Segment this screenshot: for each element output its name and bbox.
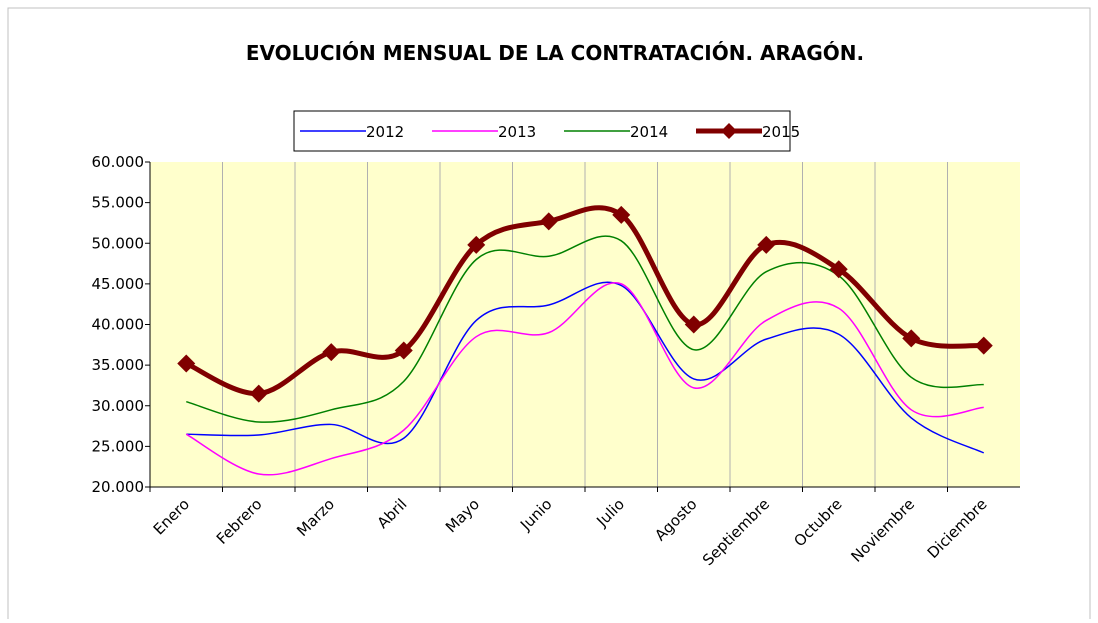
series-marker xyxy=(249,384,268,403)
y-tick-label: 60.000 xyxy=(92,153,145,171)
chart-title: EVOLUCIÓN MENSUAL DE LA CONTRATACIÓN. AR… xyxy=(246,41,864,65)
series-marker xyxy=(322,343,341,362)
x-tick-label: Noviembre xyxy=(847,495,918,566)
y-tick-label: 50.000 xyxy=(92,234,145,252)
series-marker xyxy=(974,336,993,355)
chart-border xyxy=(7,7,1091,619)
x-tick-label: Mayo xyxy=(442,495,483,536)
y-tick-label: 20.000 xyxy=(92,478,145,496)
series-marker xyxy=(757,235,776,254)
y-tick-label: 45.000 xyxy=(92,275,145,293)
x-tick-label: Agosto xyxy=(651,495,700,544)
series-marker xyxy=(902,329,921,348)
x-tick-label: Abril xyxy=(374,495,411,532)
series-marker xyxy=(684,315,703,334)
series-line xyxy=(186,281,985,454)
series-marker xyxy=(177,354,196,373)
x-tick-label: Septiembre xyxy=(699,495,773,569)
series-marker xyxy=(612,205,631,224)
legend-marker xyxy=(721,123,737,139)
legend-label: 2014 xyxy=(630,123,668,141)
x-tick-label: Enero xyxy=(150,495,193,538)
series-line xyxy=(186,235,984,423)
x-tick-label: Octubre xyxy=(790,495,845,550)
legend-label: 2013 xyxy=(498,123,536,141)
y-tick-label: 55.000 xyxy=(92,194,145,212)
y-tick-label: 30.000 xyxy=(92,397,145,415)
series-marker xyxy=(539,212,558,231)
legend-label: 2015 xyxy=(762,123,800,141)
series-marker xyxy=(829,260,848,279)
y-tick-label: 25.000 xyxy=(92,437,145,455)
legend-label: 2012 xyxy=(366,123,404,141)
y-tick-label: 40.000 xyxy=(92,316,145,334)
series-line xyxy=(185,281,984,476)
series-marker xyxy=(394,341,413,360)
series-marker xyxy=(467,235,486,254)
x-tick-label: Marzo xyxy=(293,495,338,540)
x-tick-label: Febrero xyxy=(213,495,266,548)
y-tick-label: 35.000 xyxy=(92,356,145,374)
x-tick-label: Junio xyxy=(516,495,555,534)
x-tick-label: Diciembre xyxy=(924,495,991,562)
x-tick-label: Julio xyxy=(592,495,628,531)
